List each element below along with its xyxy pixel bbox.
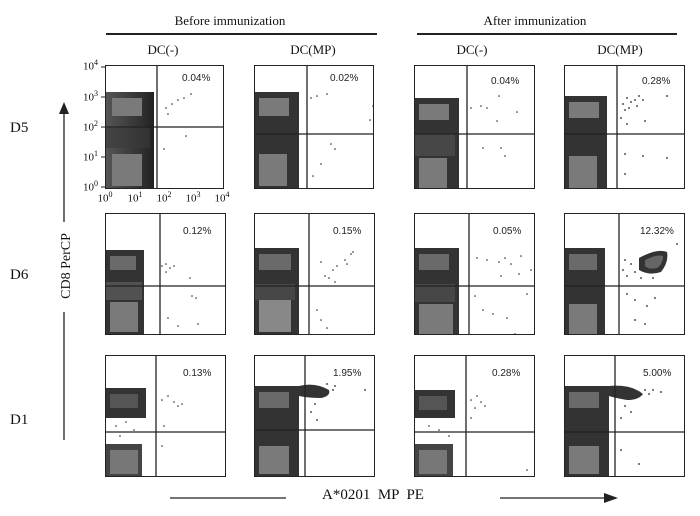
x-axis-label: A*0201 MP PE [322,487,424,503]
x-tick-1e0: 100 [97,190,113,205]
plot-d6-before-dc-neg: 0.12% [105,213,226,335]
dot-plot [255,214,374,334]
column-label-before-dc-neg: DC(-) [147,42,179,57]
group-rule-after [417,33,677,35]
plot-d1-after-dc-neg: 0.28% [414,355,535,477]
y-tick-1e1: 101 [83,149,98,164]
upper-right-percent: 0.15% [333,226,362,237]
plot-d6-after-dc-neg: 0.05% [414,213,535,335]
y-tick-1e4: 104 [83,58,98,73]
dot-plot [255,66,373,188]
group-title-before: Before immunization [174,13,286,28]
upper-right-percent: 0.04% [182,73,211,84]
row-label-d6: D6 [10,267,29,283]
row-label-d1: D1 [10,412,29,428]
dot-plot [255,356,374,476]
plot-d1-after-dc-mp: 5.00% [564,355,685,477]
dot-plot [106,356,225,476]
upper-right-percent: 1.95% [333,368,362,379]
plot-d5-after-dc-neg: 0.04% [414,65,535,189]
upper-right-percent: 0.28% [492,368,521,379]
upper-right-percent: 12.32% [640,226,674,237]
dot-plot [565,214,684,334]
column-label-after-dc-mp: DC(MP) [597,42,643,57]
upper-right-percent: 0.13% [183,368,212,379]
dot-plot [415,214,534,334]
dot-plot [565,356,684,476]
y-tick-1e0: 100 [83,179,98,194]
upper-right-percent: 0.04% [491,76,520,87]
group-rule-before-tail [350,33,377,35]
upper-right-percent: 0.28% [642,76,671,87]
x-tick-1e4: 104 [214,190,230,205]
upper-right-percent: 0.05% [493,226,522,237]
row-label-d5: D5 [10,120,29,136]
column-label-before-dc-mp: DC(MP) [290,42,336,57]
plot-d6-before-dc-mp: 0.15% [254,213,375,335]
x-tick-1e3: 103 [185,190,201,205]
column-label-after-dc-neg: DC(-) [456,42,488,57]
x-tick-1e1: 101 [127,190,143,205]
dot-plot [106,66,223,188]
group-title-after: After immunization [483,13,587,28]
y-tick-1e3: 103 [83,89,98,104]
dot-plot [415,66,534,188]
upper-right-percent: 0.02% [330,73,359,84]
plot-d5-before-dc-mp: 0.02% [254,65,374,189]
dot-plot [415,356,534,476]
x-tick-1e2: 102 [156,190,172,205]
plot-d5-after-dc-mp: 0.28% [564,65,685,189]
upper-right-percent: 5.00% [643,368,672,379]
plot-d1-before-dc-neg: 0.13% [105,355,226,477]
y-axis-label: CD8 PerCP [59,233,74,299]
y-axis-label-bg [57,222,73,312]
y-tick-1e2: 102 [83,119,98,134]
plot-d5-before-dc-neg: 0.04% [105,65,224,189]
x-axis-arrow [170,493,618,503]
upper-right-percent: 0.12% [183,226,212,237]
dot-plot [565,66,684,188]
plot-d6-after-dc-mp: 12.32% [564,213,685,335]
plot-d1-before-dc-mp: 1.95% [254,355,375,477]
group-rule-before [106,33,350,35]
dot-plot [106,214,225,334]
